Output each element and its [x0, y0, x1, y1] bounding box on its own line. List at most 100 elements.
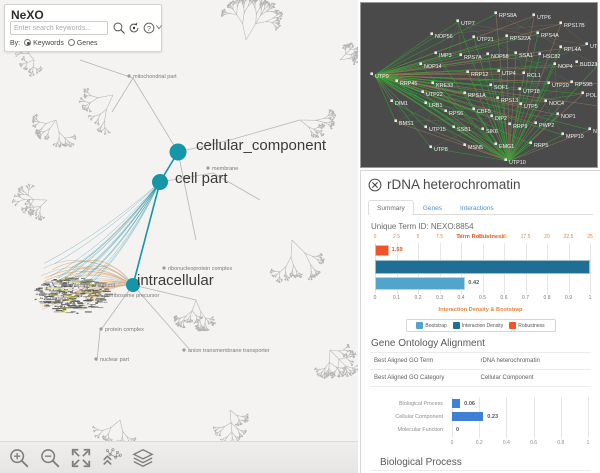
zoom-out-icon[interactable] — [39, 447, 61, 469]
gene-label[interactable]: NOP4 — [558, 64, 573, 70]
gene-label[interactable]: RRP12 — [471, 72, 488, 78]
chart1-bottom-tick: 0.1 — [393, 295, 400, 301]
gene-label[interactable]: RRP45 — [400, 81, 417, 87]
gene-node — [508, 122, 511, 125]
tree-major-label-0[interactable]: cellular_component — [196, 137, 327, 154]
gene-label[interactable]: KRE33 — [436, 83, 453, 89]
ontology-tree-panel[interactable]: mitochondrial part membrane protein comple… — [0, 0, 358, 473]
chart1-top-tick: 2.5 — [393, 234, 400, 240]
gene-label[interactable]: UTP4 — [502, 71, 516, 77]
tree-node-label[interactable]: nuclear part — [100, 357, 130, 363]
tab-summary[interactable]: Summary — [368, 200, 414, 215]
radio-keywords[interactable]: Keywords — [24, 39, 64, 47]
gene-label[interactable]: UTP7 — [461, 21, 475, 27]
gene-label[interactable]: RPS22A — [510, 36, 531, 42]
gene-label[interactable]: RPS7A — [464, 55, 482, 61]
gene-label[interactable]: DIP2 — [495, 116, 507, 122]
interaction-network-panel[interactable]: UTP9 NOP56 UTP7 RPS8A UTP6 RPS17B UTP21 RPS22A R… — [360, 2, 598, 168]
gene-label[interactable]: UTP10 — [509, 160, 526, 166]
gene-label[interactable]: NOC4 — [549, 101, 564, 107]
gene-label[interactable]: RPS6 — [449, 111, 463, 117]
gene-node — [518, 87, 521, 90]
gene-label[interactable]: CBF5 — [477, 109, 491, 115]
collapse-tree-icon[interactable] — [101, 447, 123, 469]
tree-node-label[interactable]: ribosomal subunit — [72, 283, 116, 289]
gene-label[interactable]: UTP18 — [523, 89, 540, 95]
tree-node-label[interactable]: ribosome — [50, 296, 73, 302]
tree-node-label[interactable]: anion transmembrane transporter — [188, 348, 270, 354]
gene-label[interactable]: UTP22 — [426, 92, 443, 98]
gene-label[interactable]: IMP3 — [439, 53, 452, 59]
gene-label[interactable]: UTP20 — [552, 83, 569, 89]
gene-label[interactable]: DIM1 — [395, 101, 408, 107]
gene-label[interactable]: UTP9 — [375, 74, 389, 80]
search-mode-radio-group[interactable]: By: Keywords Genes — [10, 39, 97, 47]
help-icon[interactable]: ? — [142, 21, 156, 35]
gene-label[interactable]: RPS9B — [575, 82, 593, 88]
gene-label[interactable]: NOP56 — [435, 34, 453, 40]
gene-label[interactable]: UTP8 — [434, 147, 448, 153]
gene-label[interactable]: MPP10 — [566, 134, 584, 140]
tree-node-label[interactable]: protein complex — [105, 327, 144, 333]
chart1-title: Term Robustness — [456, 234, 505, 240]
radio-genes[interactable]: Genes — [67, 39, 97, 47]
gene-label[interactable]: LRB1 — [429, 103, 443, 109]
gene-label[interactable]: NOP6 — [593, 129, 598, 135]
ontology-tree-canvas[interactable]: mitochondrial part membrane protein comple… — [0, 0, 358, 473]
tree-node-label[interactable]: membrane — [212, 166, 238, 172]
gene-label[interactable]: SSB1 — [457, 127, 471, 133]
gene-label[interactable]: POL5 — [586, 93, 598, 99]
term-detail-panel[interactable]: rDNA heterochromatin Summary Genes Inter… — [360, 170, 600, 473]
gene-label[interactable]: NOP58 — [491, 54, 509, 60]
close-icon[interactable] — [368, 178, 382, 192]
tree-major-label-1[interactable]: cell part — [175, 170, 228, 187]
gene-node — [519, 102, 522, 105]
search-icon[interactable] — [112, 21, 126, 35]
chart1-top-tick: 10 — [458, 234, 464, 240]
detail-tabs[interactable]: Summary Genes Interactions — [368, 199, 593, 215]
search-input[interactable] — [10, 21, 108, 35]
gene-label[interactable]: RPL4A — [564, 47, 581, 53]
gene-label[interactable]: RRP9 — [513, 124, 527, 130]
chart2-tick: 0.8 — [557, 440, 565, 446]
tree-node-label[interactable]: mitochondrial part — [133, 74, 177, 80]
gene-label[interactable]: NOP1 — [561, 114, 576, 120]
gene-label[interactable]: SIK6 — [486, 129, 498, 135]
tab-genes[interactable]: Genes — [422, 205, 442, 212]
gene-node — [588, 127, 591, 130]
tree-node-label[interactable]: preribosome precursor — [104, 293, 159, 299]
tab-interactions[interactable]: Interactions — [459, 205, 494, 212]
gene-label[interactable]: BMS1 — [399, 121, 414, 127]
tree-toolbar[interactable] — [0, 441, 358, 473]
search-panel[interactable]: NeXO ? By: Keywords — [4, 4, 163, 52]
gene-label[interactable]: HSC82 — [543, 54, 560, 60]
gene-label[interactable]: NOP14 — [424, 64, 442, 70]
gene-label[interactable]: MSN5 — [468, 145, 483, 151]
gene-node — [496, 96, 499, 99]
gene-label[interactable]: UTP13 — [590, 44, 598, 50]
interaction-network-canvas[interactable]: UTP9 NOP56 UTP7 RPS8A UTP6 RPS17B UTP21 RPS22A R… — [361, 3, 598, 168]
gene-label[interactable]: RPS17B — [564, 23, 585, 29]
gene-label[interactable]: EMG1 — [499, 144, 514, 150]
fit-screen-icon[interactable] — [70, 447, 92, 469]
chevron-down-icon[interactable] — [155, 22, 163, 34]
gene-label[interactable]: UTP6 — [537, 15, 551, 21]
tree-major-label-2[interactable]: intracellular — [137, 272, 214, 289]
gene-label[interactable]: RPS1A — [468, 93, 486, 99]
gene-label[interactable]: PWP2 — [539, 123, 554, 129]
layers-icon[interactable] — [132, 447, 154, 469]
gene-label[interactable]: BUD21 — [580, 62, 597, 68]
gene-label[interactable]: UTP5 — [524, 104, 538, 110]
tree-node-label[interactable]: ribonucleoprotein complex — [168, 266, 232, 272]
gene-label[interactable]: UTP15 — [429, 127, 446, 133]
gene-label[interactable]: RRP5 — [534, 143, 548, 149]
gene-label[interactable]: SOF1 — [494, 85, 508, 91]
gene-label[interactable]: RPS13 — [501, 98, 518, 104]
gene-label[interactable]: UTP21 — [477, 37, 494, 43]
zoom-in-icon[interactable] — [8, 447, 30, 469]
gene-label[interactable]: RPS4A — [541, 33, 559, 39]
gene-label[interactable]: RCL1 — [527, 73, 541, 79]
reset-icon[interactable] — [127, 21, 141, 35]
gene-label[interactable]: RPS8A — [499, 13, 517, 19]
gene-label[interactable]: SSA1 — [519, 53, 533, 59]
